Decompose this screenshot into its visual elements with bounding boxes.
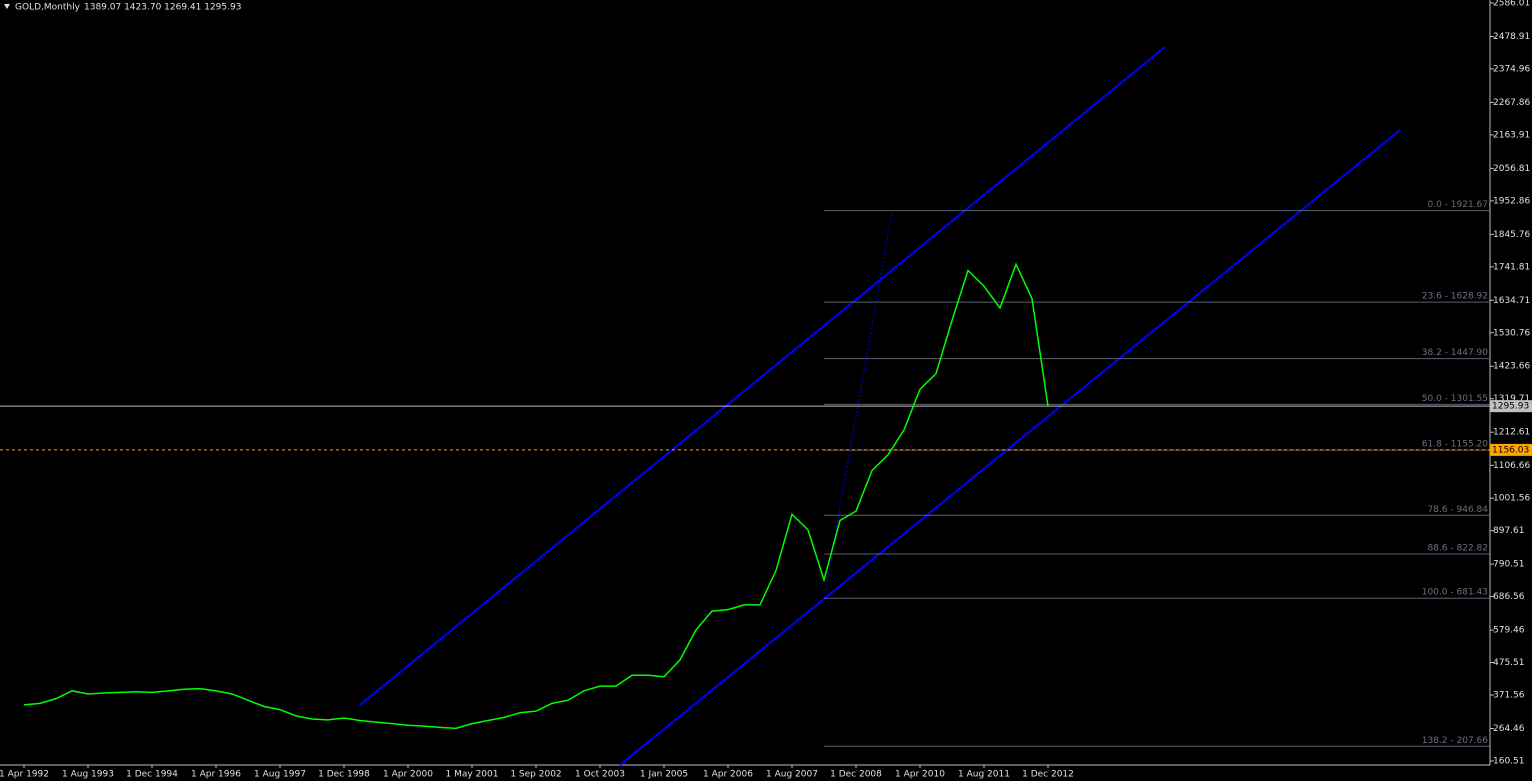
x-tick-label: 1 Dec 2008	[830, 770, 882, 780]
fib-label: 100.0 - 681.43	[1422, 588, 1488, 598]
channel-lower	[619, 129, 1401, 766]
price-line-series	[23, 262, 1049, 730]
fib-label: 138.2 - 207.66	[1422, 736, 1488, 746]
price-label: 1295.93	[1492, 402, 1529, 412]
x-tick-label: 1 Apr 1996	[191, 770, 241, 780]
x-tick-label: 1 Apr 2006	[703, 770, 753, 780]
x-tick-label: 1 Aug 2011	[958, 770, 1010, 780]
x-tick-label: 1 Dec 2012	[1022, 770, 1074, 780]
y-tick-label: 475.51	[1493, 658, 1525, 668]
x-tick-label: 1 Aug 1997	[254, 770, 306, 780]
x-tick-label: 1 Jan 2005	[640, 770, 688, 780]
y-tick-label: 1952.86	[1493, 196, 1530, 206]
x-tick-label: 1 Sep 2002	[510, 770, 561, 780]
y-tick-label: 579.46	[1493, 626, 1525, 636]
x-tick-label: 1 May 2001	[446, 770, 499, 780]
y-tick-label: 1212.61	[1493, 428, 1530, 438]
x-tick-label: 1 Apr 2000	[383, 770, 433, 780]
channel-upper	[359, 46, 1166, 706]
fib-label: 0.0 - 1921.67	[1428, 200, 1489, 210]
y-tick-label: 2267.86	[1493, 98, 1530, 108]
y-tick-label: 790.51	[1493, 560, 1525, 570]
fib-label: 50.0 - 1301.55	[1422, 394, 1488, 404]
ohlc: 1389.07 1423.70 1269.41 1295.93	[84, 3, 241, 13]
y-tick-label: 2586.01	[1493, 0, 1530, 8]
price-box	[1490, 443, 1532, 456]
y-tick-label: 2056.81	[1493, 164, 1530, 174]
y-tick-label: 371.56	[1493, 691, 1525, 701]
y-tick-label: 1741.81	[1493, 262, 1530, 272]
fib-label: 61.8 - 1155.20	[1422, 440, 1488, 450]
x-tick-label: 1 Aug 2007	[766, 770, 818, 780]
price-box	[1490, 400, 1532, 413]
x-tick-label: 1 Apr 1992	[0, 770, 49, 780]
x-tick-label: 1 Dec 1994	[126, 770, 178, 780]
y-tick-label: 1530.76	[1493, 328, 1530, 338]
fib-label: 78.6 - 946.84	[1428, 505, 1489, 515]
y-tick-label: 1634.71	[1493, 296, 1530, 306]
y-tick-label: 1845.76	[1493, 230, 1530, 240]
x-tick-label: 1 Aug 1993	[62, 770, 114, 780]
y-tick-label: 1106.66	[1493, 461, 1530, 471]
x-tick-label: 1 Oct 2003	[575, 770, 625, 780]
symbol: GOLD,Monthly	[15, 3, 81, 13]
y-tick-label: 2374.96	[1493, 64, 1530, 74]
y-tick-label: 1001.56	[1493, 494, 1530, 504]
y-tick-label: 897.61	[1493, 526, 1525, 536]
fib-label: 38.2 - 1447.90	[1422, 348, 1488, 358]
y-tick-label: 1423.66	[1493, 362, 1530, 372]
menu-arrow	[4, 4, 10, 9]
x-tick-label: 1 Dec 1998	[318, 770, 370, 780]
fib-trend	[823, 211, 893, 599]
y-tick-label: 160.51	[1493, 756, 1525, 766]
y-tick-label: 264.46	[1493, 724, 1525, 734]
fib-label: 88.6 - 822.82	[1428, 544, 1489, 554]
fib-label: 23.6 - 1628.92	[1422, 292, 1488, 302]
y-tick-label: 2163.91	[1493, 130, 1530, 140]
y-tick-label: 1319.71	[1493, 394, 1530, 404]
price-label: 1156.03	[1492, 445, 1529, 455]
x-tick-label: 1 Apr 2010	[895, 770, 945, 780]
y-tick-label: 2478.91	[1493, 32, 1530, 42]
y-tick-label: 686.56	[1493, 592, 1525, 602]
